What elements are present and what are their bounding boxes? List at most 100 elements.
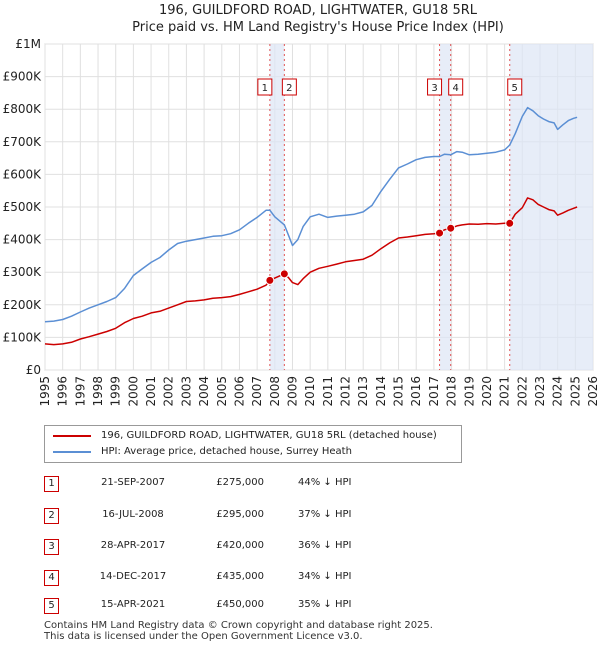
- hpi-line: [44, 106, 578, 323]
- x-tick-label: 2008: [268, 376, 282, 407]
- x-tick-label: 2006: [232, 376, 246, 407]
- sale-period-shade: [439, 44, 451, 370]
- y-tick-label: £200K: [3, 298, 43, 312]
- sale-hpi-diff: 35% ↓ HPI: [298, 599, 352, 610]
- y-tick-label: £100K: [3, 330, 43, 344]
- sale-date: 14-DEC-2017: [99, 571, 167, 582]
- x-tick-label: 2011: [321, 376, 335, 407]
- footer-licence: This data is licensed under the Open Gov…: [44, 631, 363, 642]
- x-tick-label: 1998: [91, 376, 105, 407]
- y-tick-label: £600K: [3, 167, 43, 181]
- sale-point: [279, 269, 289, 279]
- sale-period-shade: [269, 44, 285, 370]
- y-tick-label: £800K: [3, 102, 43, 116]
- legend-swatch-property: [53, 435, 91, 437]
- x-tick-label: 2016: [409, 376, 423, 407]
- x-tick-label: 1997: [73, 376, 87, 407]
- sale-price: £450,000: [216, 599, 264, 610]
- sale-hpi-diff: 37% ↓ HPI: [298, 509, 352, 520]
- x-tick-label: 2014: [374, 376, 388, 407]
- x-tick-label: 2021: [498, 376, 512, 407]
- x-tick-label: 2024: [551, 376, 565, 407]
- x-tick-label: 2009: [285, 376, 299, 407]
- y-tick-label: £700K: [3, 135, 43, 149]
- x-tick-label: 2003: [179, 376, 193, 407]
- y-tick-label: £900K: [3, 70, 43, 84]
- x-tick-label: 2020: [480, 376, 494, 407]
- sale-point: [265, 275, 275, 285]
- x-tick-label: 2026: [586, 376, 600, 407]
- x-tick-label: 2012: [339, 376, 353, 407]
- legend-label-property: 196, GUILDFORD ROAD, LIGHTWATER, GU18 5R…: [101, 430, 437, 441]
- x-tick-label: 2018: [445, 376, 459, 407]
- y-tick-label: £500K: [3, 200, 43, 214]
- sale-marker-box: [257, 78, 273, 96]
- x-tick-label: 2022: [515, 376, 529, 407]
- x-tick-label: 1995: [38, 376, 52, 407]
- sale-date: 15-APR-2021: [100, 599, 166, 610]
- x-tick-label: 2025: [568, 376, 582, 407]
- x-tick-label: 2015: [392, 376, 406, 407]
- sale-badge: 2: [44, 508, 59, 524]
- y-tick-label: £300K: [3, 265, 43, 279]
- sale-marker-label: 5: [512, 83, 518, 94]
- sale-marker-label: 2: [286, 83, 292, 94]
- sale-row: 2 16-JUL-2008 £295,000 37% ↓ HPI: [44, 506, 464, 526]
- sale-date: 16-JUL-2008: [102, 509, 164, 520]
- sale-marker-box: [448, 78, 464, 96]
- footer: Contains HM Land Registry data © Crown c…: [44, 620, 433, 642]
- x-tick-label: 2023: [533, 376, 547, 407]
- sale-badge: 4: [44, 570, 59, 586]
- x-tick-label: 2017: [427, 376, 441, 407]
- legend-item-property: 196, GUILDFORD ROAD, LIGHTWATER, GU18 5R…: [45, 428, 461, 444]
- sale-point: [446, 223, 456, 233]
- y-tick-label: £400K: [3, 233, 43, 247]
- sale-price: £420,000: [216, 540, 264, 551]
- sale-marker-label: 1: [262, 83, 268, 94]
- sale-row: 4 14-DEC-2017 £435,000 34% ↓ HPI: [44, 568, 464, 588]
- sale-date: 21-SEP-2007: [101, 477, 165, 488]
- x-tick-label: 2019: [462, 376, 476, 407]
- sale-marker-label: 4: [453, 83, 459, 94]
- sale-badge: 5: [44, 598, 59, 614]
- sale-row: 1 21-SEP-2007 £275,000 44% ↓ HPI: [44, 474, 464, 494]
- legend-item-hpi: HPI: Average price, detached house, Surr…: [45, 444, 461, 460]
- sale-date: 28-APR-2017: [100, 540, 166, 551]
- sale-hpi-diff: 36% ↓ HPI: [298, 540, 352, 551]
- sale-hpi-diff: 34% ↓ HPI: [298, 571, 352, 582]
- sale-point: [505, 218, 515, 228]
- sale-price: £275,000: [216, 477, 264, 488]
- chart-title: 196, GUILDFORD ROAD, LIGHTWATER, GU18 5R…: [159, 3, 478, 18]
- x-tick-label: 1999: [109, 376, 123, 407]
- x-tick-label: 2001: [144, 376, 158, 407]
- x-tick-label: 2013: [356, 376, 370, 407]
- sale-hpi-diff: 44% ↓ HPI: [298, 477, 352, 488]
- sale-badge: 1: [44, 476, 59, 492]
- sale-badge: 3: [44, 539, 59, 555]
- x-tick-label: 1996: [56, 376, 70, 407]
- legend: 196, GUILDFORD ROAD, LIGHTWATER, GU18 5R…: [44, 425, 462, 463]
- legend-swatch-hpi: [53, 451, 91, 453]
- sale-point: [435, 228, 445, 238]
- x-tick-label: 2010: [303, 376, 317, 407]
- sale-marker-box: [507, 78, 523, 96]
- property-price-line: [44, 197, 578, 346]
- chart-subtitle: Price paid vs. HM Land Registry's House …: [132, 20, 504, 35]
- x-tick-label: 2002: [162, 376, 176, 407]
- y-tick-label: £0: [26, 363, 41, 377]
- sale-marker-box: [281, 78, 297, 96]
- sale-row: 3 28-APR-2017 £420,000 36% ↓ HPI: [44, 537, 464, 557]
- sale-price: £295,000: [216, 509, 264, 520]
- legend-label-hpi: HPI: Average price, detached house, Surr…: [101, 446, 352, 457]
- sale-marker-label: 3: [431, 83, 437, 94]
- sale-row: 5 15-APR-2021 £450,000 35% ↓ HPI: [44, 596, 464, 616]
- sale-marker-box: [427, 78, 443, 96]
- price-chart: 196, GUILDFORD ROAD, LIGHTWATER, GU18 5R…: [3, 3, 600, 407]
- x-tick-label: 2004: [197, 376, 211, 407]
- footer-copyright: Contains HM Land Registry data © Crown c…: [44, 620, 433, 631]
- forecast-shade: [575, 44, 593, 370]
- x-tick-label: 2000: [126, 376, 140, 407]
- x-tick-label: 2005: [215, 376, 229, 407]
- sale-price: £435,000: [216, 571, 264, 582]
- x-tick-label: 2007: [250, 376, 264, 407]
